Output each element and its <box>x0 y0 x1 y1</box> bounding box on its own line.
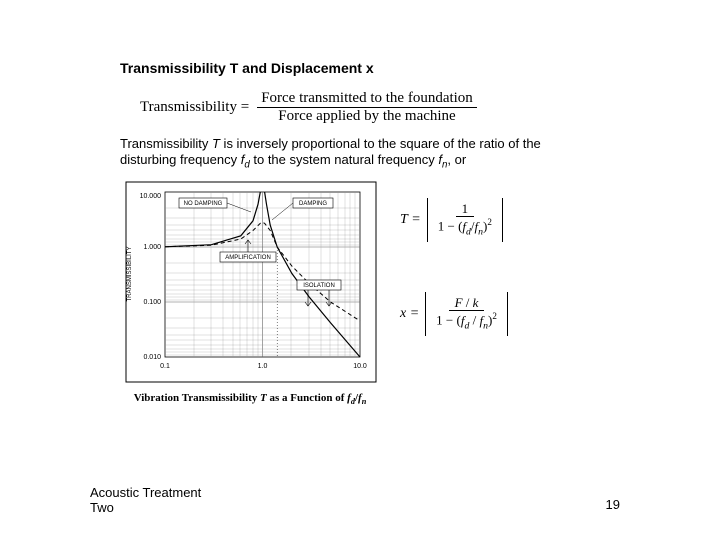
definition-fraction: Force transmitted to the foundation Forc… <box>257 90 477 126</box>
label-isolation: ISOLATION <box>303 283 335 289</box>
x-tick-2: 10.0 <box>353 363 367 370</box>
y-tick-0: 0.010 <box>143 354 161 361</box>
graph-caption: Vibration Transmissibility T as a Functi… <box>120 392 380 406</box>
slide-title: Transmissibility T and Displacement x <box>120 60 600 76</box>
y-tick-2: 1.000 <box>143 244 161 251</box>
x-tick-1: 1.0 <box>258 363 268 370</box>
page-number: 19 <box>606 497 620 512</box>
body-paragraph: Transmissibility T is inversely proporti… <box>120 136 600 172</box>
footer-line2: Two <box>90 500 201 516</box>
y-tick-3: 10.000 <box>140 193 162 200</box>
label-no-damping: NO DAMPING <box>184 201 223 207</box>
equation-x: x = F / k 1 − (fd / fn)2 <box>400 292 508 336</box>
label-damping: DAMPING <box>299 201 327 207</box>
definition-lhs: Transmissibility = <box>140 99 249 116</box>
definition-denominator: Force applied by the machine <box>274 108 459 125</box>
definition-equation: Transmissibility = Force transmitted to … <box>140 90 600 126</box>
label-amplification: AMPLIFICATION <box>225 255 271 261</box>
transmissibility-graph: NO DAMPING DAMPING AMPLIFICATION ISOLATI… <box>120 180 380 406</box>
equation-T: T = 1 1 − (fd/fn)2 <box>400 198 508 242</box>
definition-numerator: Force transmitted to the foundation <box>257 90 477 108</box>
y-tick-1: 0.100 <box>143 299 161 306</box>
y-axis-label: TRANSMISSIBILITY <box>127 246 133 301</box>
footer-line1: Acoustic Treatment <box>90 485 201 501</box>
footer: Acoustic Treatment Two <box>90 485 201 516</box>
x-tick-0: 0.1 <box>160 363 170 370</box>
